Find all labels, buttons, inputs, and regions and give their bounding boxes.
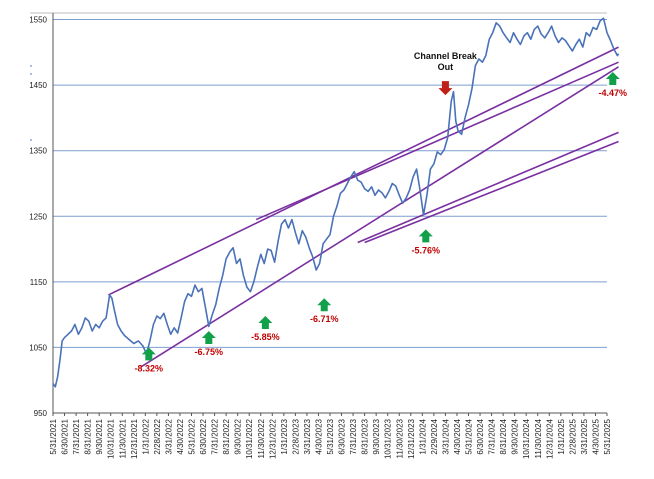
x-tick-label: 8/31/2023 xyxy=(361,418,370,454)
x-tick-label: 9/30/2021 xyxy=(95,418,104,454)
x-tick-label: 7/31/2024 xyxy=(488,418,497,454)
x-tick-label: 1/31/2024 xyxy=(418,418,427,454)
x-tick-label: 1/31/2025 xyxy=(557,418,566,454)
annotation-line-1: Channel Break xyxy=(414,51,478,61)
gridlines xyxy=(30,12,607,348)
down-arrow-icon xyxy=(438,81,453,96)
x-tick-label: 2/28/2023 xyxy=(291,418,300,454)
x-tick-label: 12/31/2023 xyxy=(407,418,416,459)
up-arrow-icon xyxy=(201,331,216,345)
y-tick-label: 1150 xyxy=(30,278,48,287)
y-tick-label: 1350 xyxy=(29,147,47,156)
pullback-percent-label: -6.71% xyxy=(310,314,339,324)
x-axis: 5/31/2021 6/30/2021 7/31/2021 8/31/2021 9/30… xyxy=(49,412,612,459)
channel-line xyxy=(108,46,619,296)
x-tick-label: 10/31/2024 xyxy=(522,418,531,459)
y-tick-label: 1450 xyxy=(29,81,47,90)
pullback-percent-label: -5.85% xyxy=(251,332,280,342)
x-tick-label: 3/31/2022 xyxy=(164,418,173,454)
x-tick-label: 8/31/2022 xyxy=(222,418,231,454)
x-tick-label: 3/31/2025 xyxy=(580,418,589,454)
x-tick-label: 11/30/2022 xyxy=(257,418,266,458)
x-tick-label: 3/31/2023 xyxy=(303,418,312,454)
x-tick-label: 5/31/2021 xyxy=(49,418,58,454)
channel-line xyxy=(357,131,619,244)
x-tick-label: 7/31/2023 xyxy=(349,418,358,454)
x-tick-label: 7/31/2021 xyxy=(72,418,81,454)
up-arrow-icon xyxy=(418,229,433,243)
up-arrow-icon xyxy=(141,347,156,361)
x-tick-label: 12/31/2024 xyxy=(545,418,554,459)
x-tick-label: 11/30/2021 xyxy=(118,418,127,458)
x-tick-label: 5/31/2023 xyxy=(326,418,335,454)
x-tick-label: 1/31/2022 xyxy=(141,418,150,454)
x-tick-label: 4/30/2022 xyxy=(176,418,185,454)
x-tick-label: 5/31/2025 xyxy=(603,418,612,454)
x-tick-label: 8/31/2024 xyxy=(499,418,508,454)
up-arrow-icon xyxy=(258,315,273,329)
pullback-percent-label: -6.75% xyxy=(195,347,224,357)
y-tick-label: 1250 xyxy=(29,212,47,221)
x-tick-label: 6/30/2021 xyxy=(61,418,70,454)
channel-lines xyxy=(108,46,619,368)
x-tick-label: 11/30/2023 xyxy=(395,418,404,458)
x-tick-label: 5/31/2024 xyxy=(465,418,474,454)
y-axis: 950 1050 1150 1250 1350 1450 1550 xyxy=(29,13,54,418)
x-tick-label: 10/31/2022 xyxy=(245,418,254,459)
y-tick-label: 1550 xyxy=(29,16,47,25)
x-tick-label: 2/28/2025 xyxy=(568,418,577,454)
annotation-line-2: Out xyxy=(438,62,454,72)
x-tick-label: 4/30/2024 xyxy=(453,418,462,454)
x-tick-label: 11/30/2024 xyxy=(534,418,543,458)
x-tick-label: 9/30/2022 xyxy=(234,418,243,454)
channel-line xyxy=(255,61,619,221)
price-series-line xyxy=(52,17,620,388)
channel-line xyxy=(140,66,619,368)
up-arrow-icon xyxy=(317,298,332,312)
x-tick-label: 10/31/2021 xyxy=(107,418,116,459)
y-tick-label: 1050 xyxy=(29,343,47,352)
x-tick-label: 12/31/2022 xyxy=(268,418,277,459)
x-tick-label: 5/31/2022 xyxy=(188,418,197,454)
x-tick-label: 9/30/2024 xyxy=(511,418,520,454)
x-tick-label: 7/31/2022 xyxy=(211,418,220,454)
x-tick-label: 1/31/2023 xyxy=(280,418,289,454)
x-tick-label: 6/30/2024 xyxy=(476,418,485,454)
x-tick-label: 6/30/2022 xyxy=(199,418,208,454)
series xyxy=(52,17,620,388)
x-tick-label: 4/30/2025 xyxy=(591,418,600,454)
x-tick-label: 2/28/2022 xyxy=(153,418,162,454)
x-tick-label: 10/31/2023 xyxy=(384,418,393,459)
x-tick-label: 8/31/2021 xyxy=(84,418,93,454)
x-tick-label: 2/29/2024 xyxy=(430,418,439,454)
pullback-percent-label: -4.47% xyxy=(599,88,628,98)
pullback-percent-label: -8.32% xyxy=(135,363,164,373)
pullback-percent-label: -5.76% xyxy=(412,245,441,255)
x-tick-label: 9/30/2023 xyxy=(372,418,381,454)
x-tick-label: 12/31/2021 xyxy=(130,418,139,459)
pullback-markers: -8.32% -6.75% -5.85% -6.71% -5.76% -4.47% xyxy=(135,72,628,373)
x-tick-label: 3/31/2024 xyxy=(441,418,450,454)
x-tick-label: 4/30/2023 xyxy=(314,418,323,454)
y-tick-label: 950 xyxy=(34,409,48,418)
channel-line xyxy=(364,140,619,244)
up-arrow-icon xyxy=(605,72,620,86)
x-tick-label: 6/30/2023 xyxy=(338,418,347,454)
